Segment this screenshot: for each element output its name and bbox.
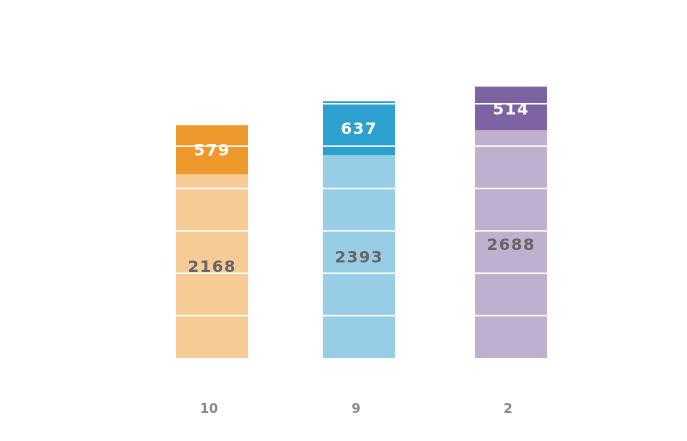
bars-layer [176,86,547,358]
value-label-9-1: 637 [341,119,377,138]
bar-segment-2-1 [475,86,547,131]
value-label-9-0: 2393 [335,248,384,267]
value-label-2-0: 2688 [487,235,536,254]
bar-segment-10-0 [176,174,248,358]
x-tick-label-2: 2 [503,402,512,417]
x-axis-labels: 10 9 2 [200,402,513,417]
bar-segment-10-1 [176,125,248,175]
x-tick-label-10: 10 [200,402,218,417]
bar-segment-2-0 [475,130,547,358]
value-label-10-0: 2168 [188,257,237,276]
gridlines-layer [176,103,547,317]
value-labels-layer: 2168 579 2393 637 2688 514 [188,99,536,276]
value-label-10-1: 579 [194,141,230,160]
value-label-2-1: 514 [493,99,529,118]
x-tick-label-9: 9 [351,402,360,417]
